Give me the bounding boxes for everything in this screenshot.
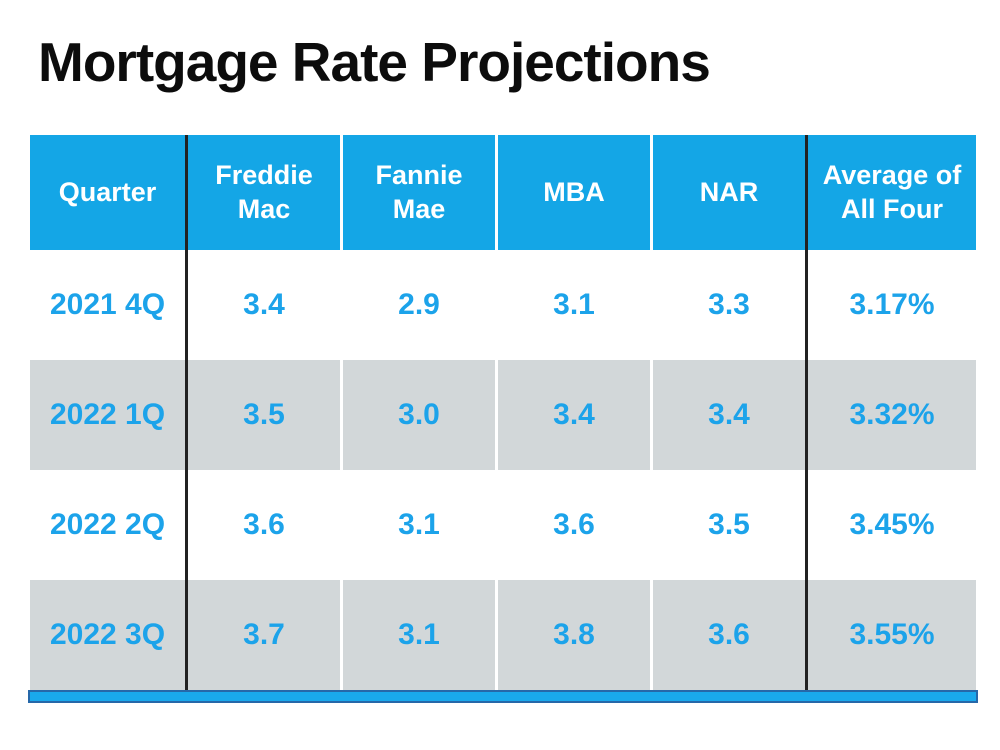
cell-nar: 3.5 [708,508,750,541]
table-row: 2022 3Q 3.7 3.1 3.8 3.6 3.55% [30,580,976,690]
cell-mba: 3.4 [498,360,650,470]
cell-freddie-mac: 3.5 [188,360,340,470]
cell-fannie-mae: 2.9 [398,288,440,321]
cell-mba: 3.8 [498,580,650,690]
table-row: 2022 1Q 3.5 3.0 3.4 3.4 3.32% [30,360,976,470]
mortgage-rate-table: Quarter Freddie Mac Fannie Mae MBA NAR A… [30,135,976,690]
cell-average: 3.32% [808,360,976,470]
vertical-divider-after-quarter [185,135,188,690]
header-cell-nar: NAR [653,135,805,250]
cell-fannie-mae: 3.1 [343,580,495,690]
cell-mba: 3.6 [553,508,595,541]
cell-average: 3.45% [849,508,935,541]
cell-freddie-mac: 3.7 [188,580,340,690]
table-header-row: Quarter Freddie Mac Fannie Mae MBA NAR A… [30,135,976,250]
cell-freddie-mac: 3.4 [243,288,285,321]
table-row: 2022 2Q 3.6 3.1 3.6 3.5 3.45% [30,470,976,580]
header-cell-freddie-mac: Freddie Mac [188,135,340,250]
cell-nar: 3.6 [653,580,805,690]
vertical-divider-before-average [805,135,808,690]
bottom-accent-bar [28,690,978,703]
cell-nar: 3.3 [708,288,750,321]
header-cell-average: Average of All Four [808,135,976,250]
table-row: 2021 4Q 3.4 2.9 3.1 3.3 3.17% [30,250,976,360]
cell-average: 3.55% [808,580,976,690]
cell-quarter: 2022 1Q [30,360,185,470]
header-cell-fannie-mae: Fannie Mae [343,135,495,250]
cell-quarter: 2021 4Q [49,288,166,321]
cell-quarter: 2022 2Q [49,508,166,541]
page-title: Mortgage Rate Projections [38,31,711,93]
cell-nar: 3.4 [653,360,805,470]
header-cell-mba: MBA [498,135,650,250]
cell-freddie-mac: 3.6 [243,508,285,541]
header-cell-quarter: Quarter [30,135,185,250]
cell-average: 3.17% [849,288,935,321]
cell-fannie-mae: 3.1 [398,508,440,541]
cell-fannie-mae: 3.0 [343,360,495,470]
cell-mba: 3.1 [553,288,595,321]
cell-quarter: 2022 3Q [30,580,185,690]
